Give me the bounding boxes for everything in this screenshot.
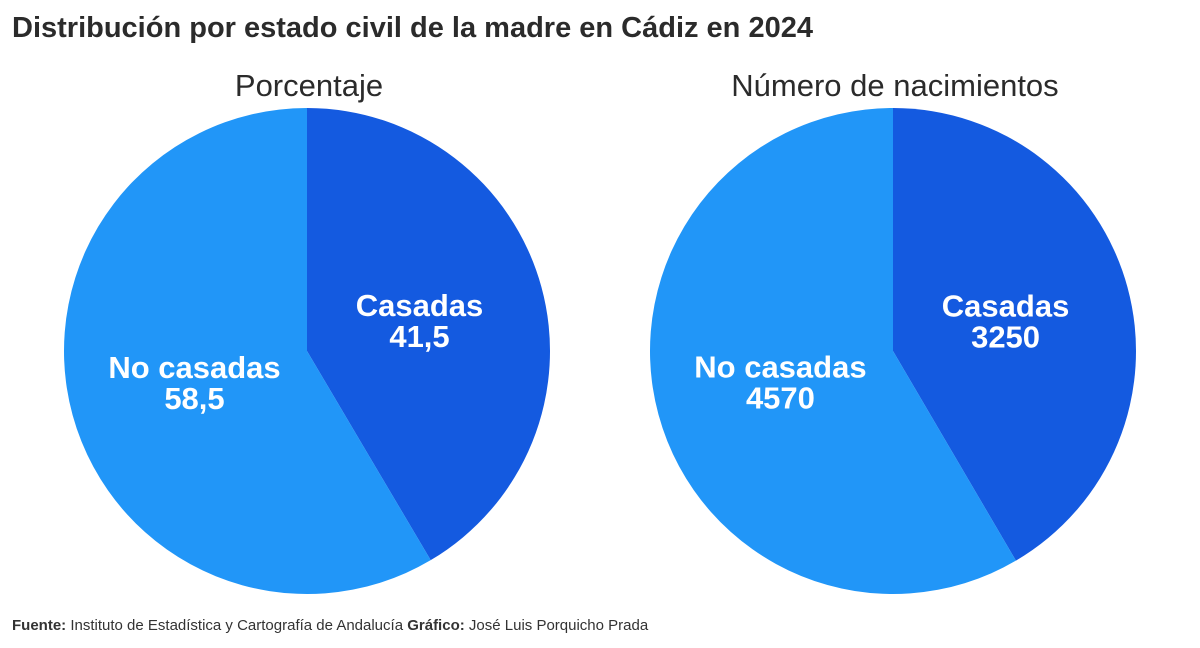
pie-2-label-0: Casadas — [942, 288, 1070, 323]
chart-main-title: Distribución por estado civil de la madr… — [12, 12, 813, 44]
graphic-text: José Luis Porquicho Prada — [468, 617, 649, 634]
pie-2-value-1: 4570 — [746, 381, 815, 416]
pie-2-value-0: 3250 — [971, 319, 1040, 354]
pie-1-label-0: Casadas — [356, 288, 484, 323]
pie-2-title: Número de nacimientos — [731, 68, 1059, 103]
pie-2-label-1: No casadas — [694, 350, 866, 385]
pie-1-label-1: No casadas — [108, 350, 280, 385]
pie-1-slice-casadas — [307, 108, 550, 561]
pie-1-value-1: 58,5 — [164, 381, 224, 416]
source-text: Instituto de Estadística y Cartografía d… — [70, 617, 404, 634]
pie-1-value-0: 41,5 — [389, 319, 449, 354]
pie-1-title: Porcentaje — [234, 68, 384, 103]
source-label: Fuente: — [12, 617, 67, 634]
graphic-label: Gráfico: — [407, 617, 465, 634]
pie-2-slice-casadas — [893, 108, 1136, 561]
pie-2-slice-no-casadas — [649, 108, 1016, 594]
pie-1-slice-no-casadas — [64, 108, 431, 594]
footer: Fuente: Instituto de Estadística y Carto… — [12, 617, 648, 634]
